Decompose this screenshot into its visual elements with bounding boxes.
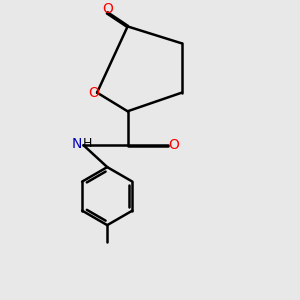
Text: O: O (88, 85, 99, 100)
Text: N: N (72, 137, 82, 151)
Text: O: O (168, 138, 179, 152)
Text: O: O (102, 2, 113, 16)
Text: H: H (82, 137, 92, 150)
